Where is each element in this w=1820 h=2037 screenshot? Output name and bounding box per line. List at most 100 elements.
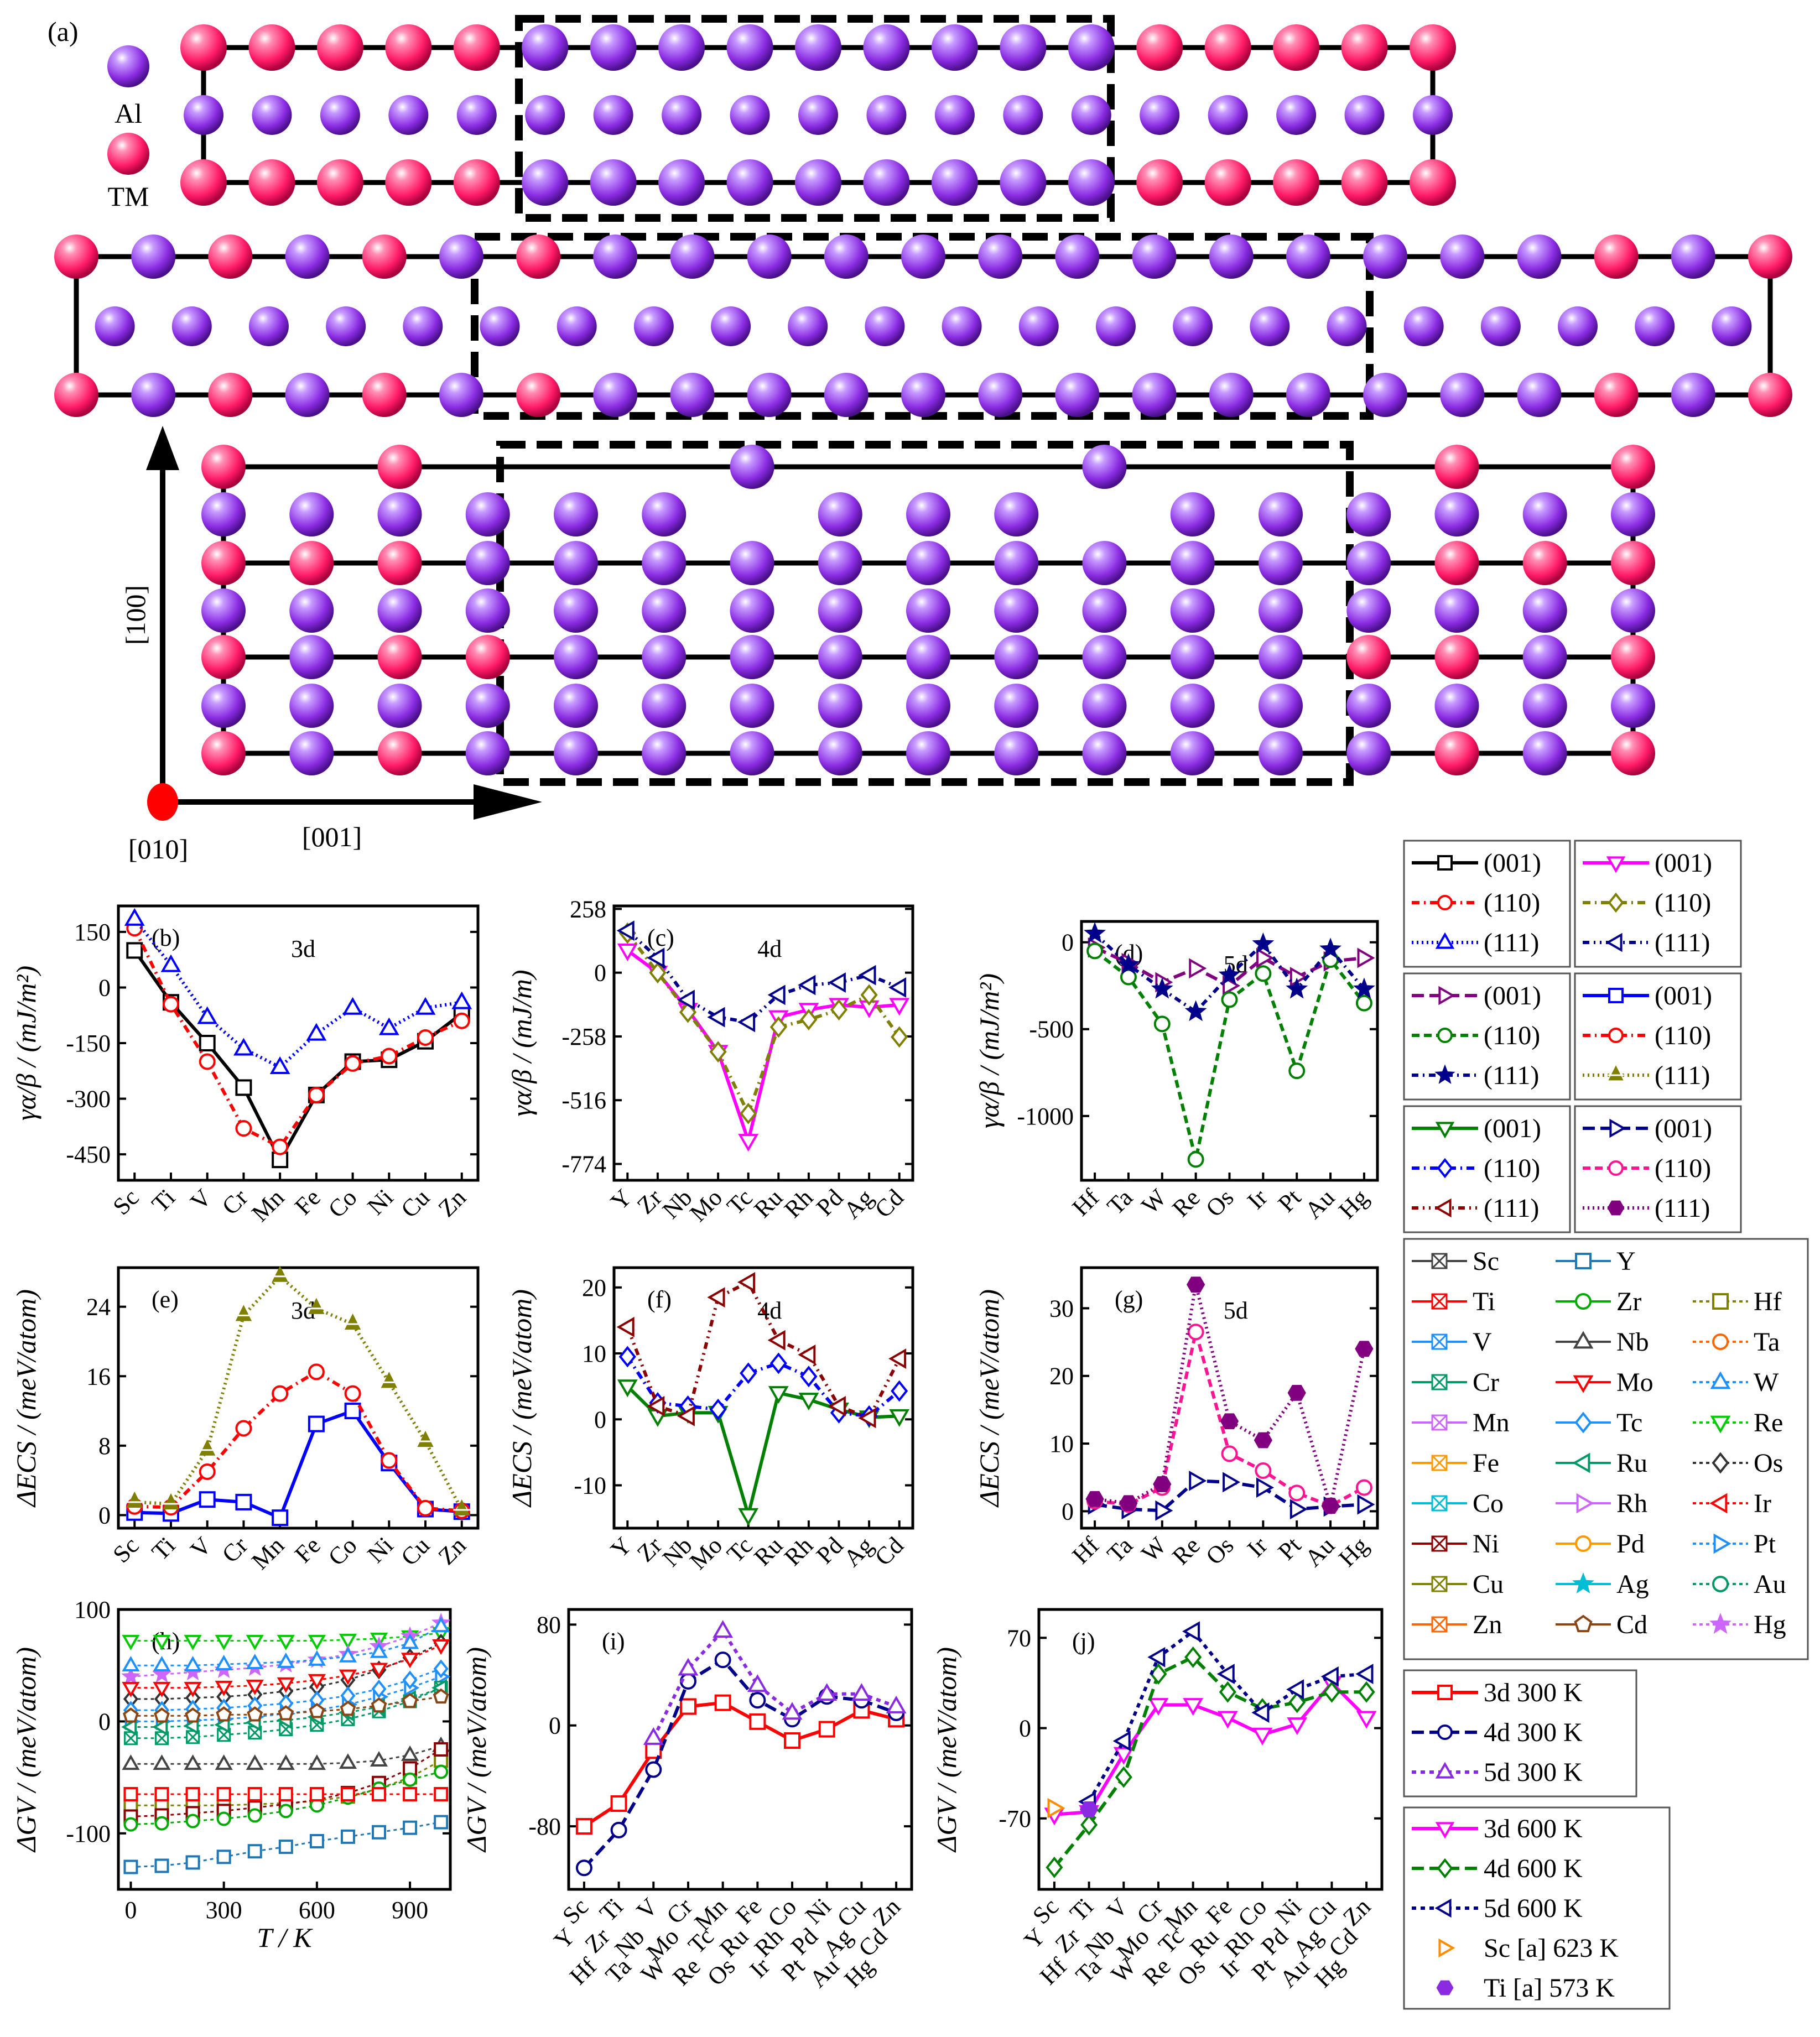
tm-atom xyxy=(1594,373,1639,417)
legend-label: (001) xyxy=(1484,1114,1541,1143)
data-point xyxy=(782,1702,803,1720)
tm-atom xyxy=(1410,159,1456,206)
al-atom xyxy=(730,635,774,679)
legend-marker xyxy=(1576,1493,1594,1514)
legend-marker xyxy=(1712,1293,1729,1310)
legend-marker xyxy=(1434,1898,1452,1918)
legend-entry: Au xyxy=(1693,1570,1786,1599)
legend-entry: W xyxy=(1693,1368,1779,1397)
tm-atom xyxy=(1434,445,1479,489)
tm-atom xyxy=(377,541,422,585)
data-point xyxy=(1358,1681,1375,1703)
legend-label: Ta xyxy=(1754,1327,1780,1357)
al-atom xyxy=(906,684,950,728)
al-atom xyxy=(377,492,422,536)
al-atom xyxy=(818,684,862,728)
data-point xyxy=(1252,932,1275,954)
legend-entry: Fe xyxy=(1412,1449,1499,1478)
panel-title: 5d xyxy=(1224,1297,1248,1324)
data-point xyxy=(278,1840,293,1854)
al-atom xyxy=(320,95,360,135)
legend-label: (110) xyxy=(1484,888,1540,918)
al-atom xyxy=(1413,95,1453,135)
al-atom xyxy=(865,306,905,346)
x-tick-label: Cr xyxy=(217,1184,253,1220)
y-tick-label: 8 xyxy=(98,1432,111,1460)
al-atom xyxy=(818,588,862,633)
al-atom xyxy=(658,24,705,71)
x-tick-label: Cu xyxy=(396,1531,435,1571)
data-point xyxy=(123,1859,138,1874)
al-atom xyxy=(1611,588,1655,633)
data-point xyxy=(1251,1702,1270,1723)
series-line xyxy=(133,949,463,1164)
data-point xyxy=(1255,965,1272,982)
series-ti xyxy=(123,1786,449,1801)
data-point xyxy=(433,1688,449,1704)
y-tick-label: 10 xyxy=(582,1340,606,1367)
al-atom xyxy=(1611,492,1655,536)
data-point xyxy=(216,1786,231,1801)
data-point xyxy=(889,998,910,1016)
data-point xyxy=(1252,1727,1273,1746)
al-atom xyxy=(1346,541,1391,585)
x-tick-label: Cu xyxy=(396,1184,435,1223)
data-point xyxy=(309,1703,325,1718)
al-atom xyxy=(726,159,773,206)
legend-marker xyxy=(1435,1822,1455,1839)
tm-atom xyxy=(1136,24,1183,71)
al-atom xyxy=(818,731,862,775)
legend-entry: Mo xyxy=(1556,1368,1653,1397)
data-point xyxy=(402,1670,418,1690)
data-point xyxy=(402,1692,418,1708)
axis-label-100: [100] xyxy=(120,585,151,645)
legend-marker xyxy=(1713,1533,1731,1554)
panel-label: (c) xyxy=(647,924,674,951)
panel-title: 4d xyxy=(757,935,782,962)
series-5d-600-k xyxy=(1078,1621,1374,1812)
data-point xyxy=(154,1858,169,1873)
al-atom xyxy=(1259,731,1303,775)
data-point xyxy=(344,1313,362,1330)
al-atom xyxy=(1082,635,1127,679)
x-tick-label: 0 xyxy=(124,1897,137,1924)
al-atom xyxy=(95,306,135,346)
y-axis-label: ΔGV / (meV/atom) xyxy=(931,1647,962,1853)
data-point xyxy=(235,1493,252,1510)
data-point xyxy=(617,944,638,962)
data-point xyxy=(1254,1432,1272,1449)
series-re xyxy=(122,1627,450,1650)
al-atom xyxy=(554,635,598,679)
data-point xyxy=(308,1674,326,1690)
legend-entry: Sc xyxy=(1412,1247,1499,1276)
al-atom xyxy=(1403,306,1444,346)
legend-marker xyxy=(1712,1576,1729,1592)
al-atom xyxy=(1434,684,1479,728)
data-point xyxy=(451,991,472,1009)
data-point xyxy=(381,1048,398,1065)
al-atom xyxy=(131,235,176,279)
data-point xyxy=(830,999,848,1021)
series-ti-a-573-k xyxy=(1079,1801,1099,1817)
x-axis-label: T / K xyxy=(257,1922,313,1953)
data-point xyxy=(453,1499,471,1516)
data-point xyxy=(1085,1491,1104,1507)
al-atom xyxy=(818,492,862,536)
al-atom xyxy=(377,684,422,728)
panel-label-a: (a) xyxy=(48,16,79,47)
x-tick-label: Ni xyxy=(800,1893,836,1929)
data-point xyxy=(828,1395,846,1416)
al-atom xyxy=(554,492,598,536)
data-point xyxy=(1289,967,1308,987)
legend-entry: Zr xyxy=(1556,1287,1641,1316)
x-tick-label: Ti xyxy=(147,1184,180,1217)
legend-box-elements: Sc Y Ti Zr Hf V Nb Ta Cr Mo W Mn Tc Re Fe Ru Os Co Rh Ir Ni P… xyxy=(1403,1238,1809,1660)
series-line xyxy=(131,1821,441,1868)
series-line xyxy=(626,932,901,1118)
series-line xyxy=(134,1409,462,1520)
al-atom xyxy=(554,541,598,585)
legend-label: Mo xyxy=(1616,1368,1653,1397)
data-point xyxy=(370,1751,388,1767)
